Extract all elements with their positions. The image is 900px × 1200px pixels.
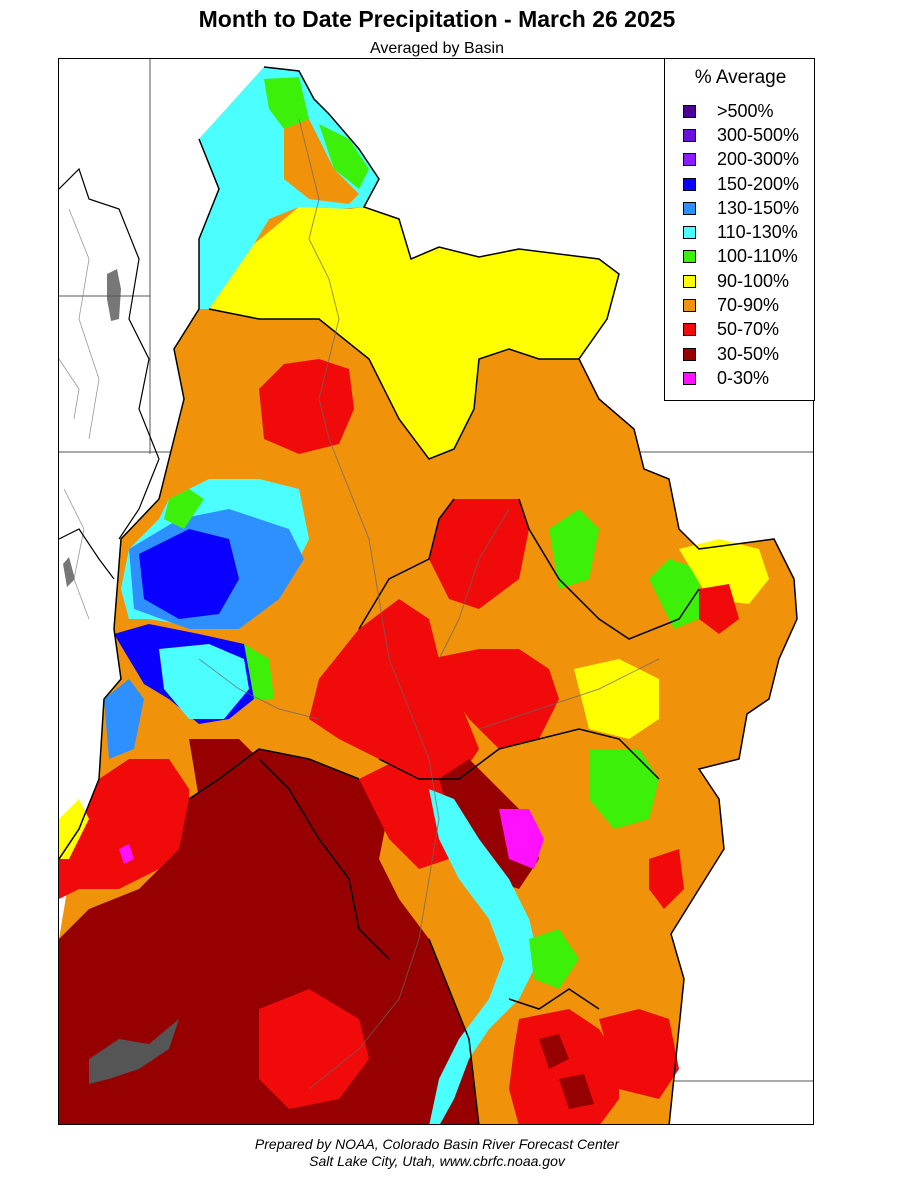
- legend-list: >500% 300-500% 200-300% 150-200% 130-150% 110…: [683, 99, 799, 391]
- legend-item: 0-30%: [683, 366, 799, 390]
- legend-item: 110-130%: [683, 220, 799, 244]
- footer-location: Salt Lake City, Utah, www.cbrfc.noaa.gov: [309, 1153, 565, 1169]
- legend-label: 30-50%: [717, 343, 780, 364]
- legend-swatch: [683, 274, 696, 288]
- legend-swatch: [683, 128, 696, 142]
- legend-swatch: [683, 201, 696, 215]
- lake-shape: [89, 1019, 179, 1084]
- legend-label: 300-500%: [717, 124, 800, 145]
- legend-label: 130-150%: [717, 197, 800, 218]
- legend-item: 100-110%: [683, 245, 799, 269]
- legend-label: 90-100%: [717, 270, 790, 291]
- legend-item: 300-500%: [683, 123, 799, 147]
- legend-swatch: [683, 153, 696, 167]
- basin-map-svg: [59, 59, 813, 1124]
- legend-item: 150-200%: [683, 172, 799, 196]
- legend-label: >500%: [717, 100, 774, 121]
- legend-label: 200-300%: [717, 149, 800, 170]
- legend-item: 50-70%: [683, 318, 799, 342]
- legend-swatch: [683, 177, 696, 191]
- legend-swatch: [683, 347, 696, 361]
- legend-swatch: [683, 226, 696, 240]
- rivers: [198, 118, 660, 1090]
- legend-label: 100-110%: [717, 246, 798, 267]
- legend-item: 90-100%: [683, 269, 799, 293]
- legend-label: 110-130%: [717, 222, 798, 243]
- legend-label: 0-30%: [717, 367, 770, 388]
- map-subtitle: Averaged by Basin: [369, 40, 504, 57]
- legend-item: >500%: [683, 99, 799, 123]
- legend-swatch: [683, 250, 696, 264]
- legend-swatch: [683, 299, 696, 313]
- basin-boundaries: [59, 66, 798, 1124]
- legend: % Average >500% 300-500% 200-300% 150-200% 1…: [664, 58, 815, 401]
- legend-label: 50-70%: [717, 319, 780, 340]
- legend-item: 200-300%: [683, 148, 799, 172]
- lake-shape: [107, 269, 121, 321]
- outside-rivers: [59, 208, 100, 620]
- legend-label: 70-90%: [717, 295, 780, 316]
- footer-credit: Prepared by NOAA, Colorado Basin River F…: [254, 1136, 620, 1152]
- legend-item: 30-50%: [683, 342, 799, 366]
- lake-shape: [63, 557, 75, 587]
- legend-title: % Average: [694, 67, 787, 88]
- legend-swatch: [683, 371, 696, 385]
- legend-item: 70-90%: [683, 293, 799, 317]
- outside-boundaries: [59, 167, 160, 580]
- legend-swatch: [683, 104, 696, 118]
- legend-item: 130-150%: [683, 196, 799, 220]
- legend-swatch: [683, 323, 696, 337]
- map-title: Month to Date Precipitation - March 26 2…: [198, 6, 676, 32]
- legend-label: 150-200%: [717, 173, 800, 194]
